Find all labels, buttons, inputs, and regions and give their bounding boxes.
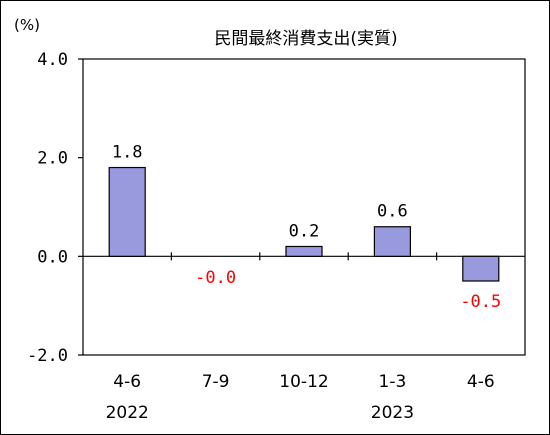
y-tick-label-3: -2.0 [27, 346, 68, 366]
y-axis-ticks: 4.0 2.0 0.0 -2.0 [27, 50, 83, 366]
y-tick-label-1: 2.0 [37, 149, 68, 169]
value-label-2: 0.2 [289, 221, 320, 241]
x-tick-label-4: 4-6 [467, 372, 495, 392]
bar-2 [285, 245, 323, 257]
bar-0 [108, 166, 146, 257]
y-tick-label-2: 0.0 [37, 247, 68, 267]
x-tick-label-1: 7-9 [202, 372, 230, 392]
chart-title: 民間最終消費支出(実質) [214, 29, 397, 49]
value-label-3: 0.6 [377, 202, 408, 222]
plot-area [82, 58, 526, 356]
value-label-1: -0.0 [195, 268, 236, 288]
y-tick-label-0: 4.0 [37, 50, 68, 70]
x-year-label-3: 2023 [371, 403, 414, 423]
x-tick-label-2: 10-12 [279, 372, 328, 392]
value-label-0: 1.8 [112, 143, 143, 163]
x-year-label-0: 2022 [106, 403, 149, 423]
x-tick-label-3: 1-3 [379, 372, 407, 392]
unit-label: (%) [14, 16, 40, 34]
bars [108, 166, 500, 282]
bar-3 [373, 226, 411, 257]
value-labels: 1.8 -0.0 0.2 0.6 -0.5 [112, 143, 501, 312]
x-tick-label-0: 4-6 [113, 372, 141, 392]
value-label-4: -0.5 [460, 292, 501, 312]
x-axis-labels: 4-6 2022 7-9 10-12 1-3 2023 4-6 [106, 372, 495, 423]
bar-4 [462, 255, 500, 282]
